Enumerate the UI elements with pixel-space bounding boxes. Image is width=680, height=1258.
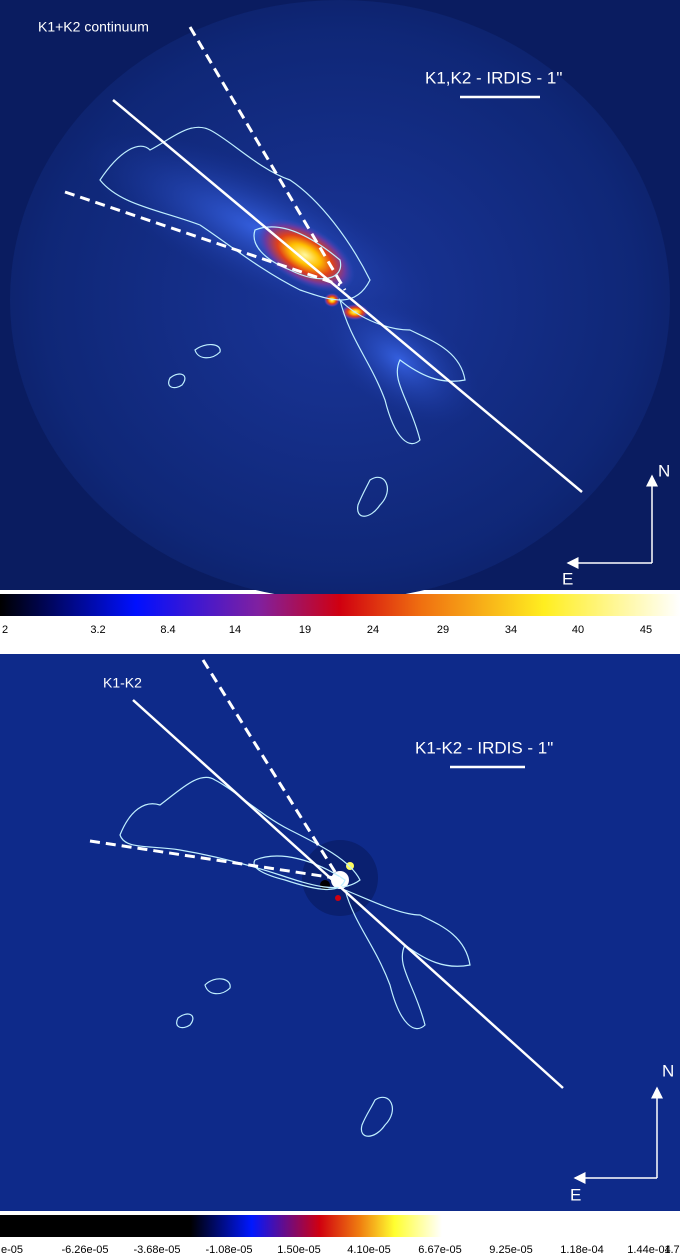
east-label: E [570, 1185, 581, 1204]
dashed-line [201, 659, 342, 881]
colorbar-label: 40 [572, 624, 584, 636]
dashed-line [188, 26, 347, 291]
scale-label: K1-K2 - IRDIS - 1" [415, 738, 553, 757]
colorbar-label: 1.50e-05 [277, 1244, 320, 1256]
colorbar-label: e-05 [1, 1244, 23, 1256]
panel-label: K1+K2 continuum [38, 19, 149, 35]
contour [344, 888, 471, 1030]
colorbar-label: 24 [367, 624, 379, 636]
scale-label: K1,K2 - IRDIS - 1" [425, 68, 562, 87]
colorbar-label: 9.25e-05 [489, 1244, 532, 1256]
colorbar [0, 1215, 680, 1237]
colorbar-label: -3.68e-05 [133, 1244, 180, 1256]
colorbar-label: 1.44e-04 [627, 1244, 670, 1256]
panel-label: K1-K2 [103, 675, 142, 691]
dashed-line [89, 839, 336, 880]
contour [253, 226, 342, 280]
contour [119, 776, 361, 889]
colorbar-label: 1.7 [664, 1244, 679, 1256]
bright-lobe [255, 218, 355, 292]
residual-core [335, 895, 341, 901]
colorbar-label: 19 [299, 624, 311, 636]
colorbar-label: 29 [437, 624, 449, 636]
colorbar-label: 8.4 [160, 624, 175, 636]
bright-knot [324, 293, 340, 307]
image-background [0, 654, 680, 1211]
colorbar-label: 45 [640, 624, 652, 636]
colorbar-label: 2 [2, 624, 8, 636]
contour [253, 855, 346, 891]
colorbar [0, 594, 680, 616]
contour [338, 298, 466, 445]
axis-line [132, 699, 564, 1089]
colorbar-label: 4.10e-05 [347, 1244, 390, 1256]
colorbar-label: 34 [505, 624, 517, 636]
dashed-line [64, 190, 341, 287]
north-label: N [662, 1061, 674, 1080]
colorbar-label: 3.2 [90, 624, 105, 636]
colorbar-label: 1.18e-04 [560, 1244, 603, 1256]
axis-line [112, 99, 583, 493]
north-label: N [658, 461, 670, 480]
colorbar-label: -1.08e-05 [205, 1244, 252, 1256]
colorbar-label: 14 [229, 624, 241, 636]
colorbar-label: -6.26e-05 [61, 1244, 108, 1256]
contour [99, 126, 371, 301]
colorbar-label: 6.67e-05 [418, 1244, 461, 1256]
east-label: E [562, 569, 573, 588]
contour [168, 344, 388, 517]
residual-core [320, 880, 330, 890]
contour [176, 978, 393, 1137]
